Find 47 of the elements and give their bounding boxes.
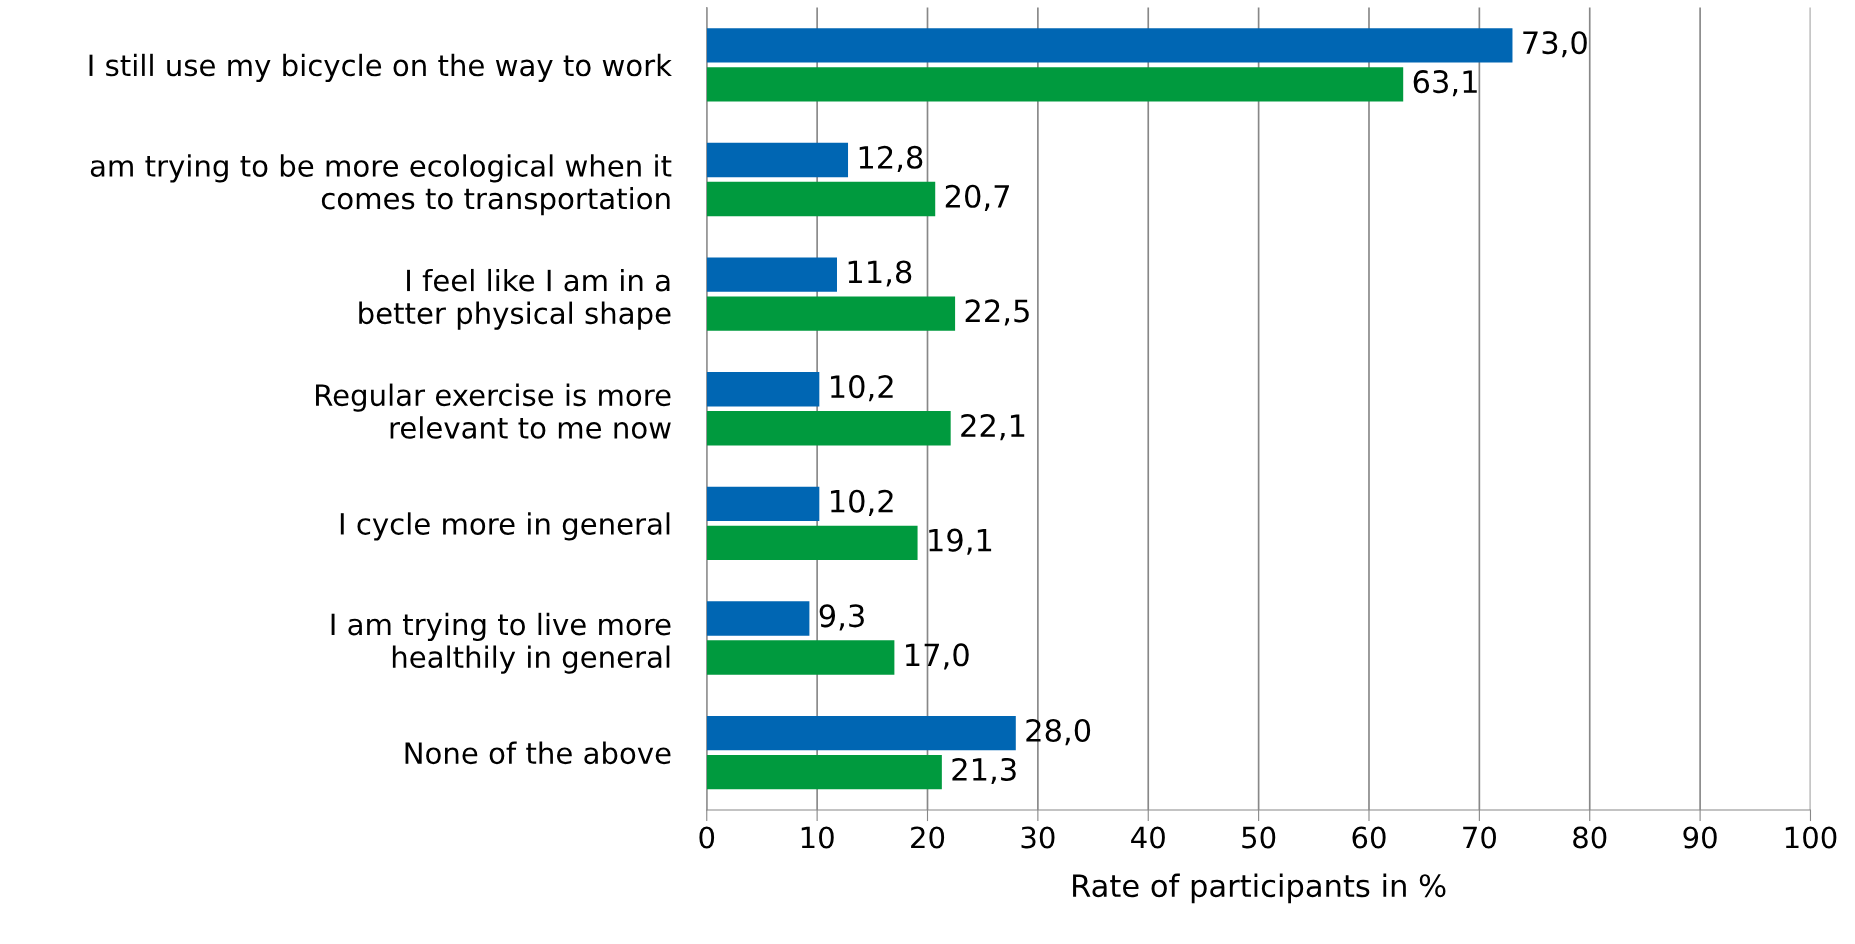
bar <box>706 601 810 636</box>
y-tick-label: I am trying to live more healthily in general <box>331 612 671 674</box>
bar <box>706 640 895 675</box>
bar <box>706 257 837 292</box>
data-label: 21,3 <box>952 757 1016 785</box>
bar <box>706 296 956 331</box>
data-label: 17,0 <box>906 643 969 670</box>
data-label: 73,0 <box>1523 31 1587 58</box>
data-label: 20,7 <box>945 184 1009 211</box>
x-tick-label: 30 <box>1021 826 1055 849</box>
bar <box>706 525 918 561</box>
x-axis-title: Rate of participants in % <box>1073 873 1446 904</box>
data-label: 10,2 <box>831 375 893 402</box>
x-tick-label: 40 <box>1131 826 1165 849</box>
x-tick-label: 90 <box>1683 826 1717 849</box>
x-tick-label: 100 <box>1785 826 1837 849</box>
bar <box>706 142 849 178</box>
data-label: 28,0 <box>1026 718 1091 746</box>
data-label: 22,5 <box>965 299 1029 326</box>
x-tick-label: 70 <box>1463 826 1496 849</box>
y-tick-label: None of the above <box>405 741 671 765</box>
bar <box>706 486 820 522</box>
data-label: 19,1 <box>929 528 992 555</box>
x-tick-label: 80 <box>1573 826 1607 849</box>
bar <box>706 372 820 407</box>
bar <box>706 716 1016 751</box>
data-label: 22,1 <box>961 413 1025 441</box>
data-label: 63,1 <box>1413 70 1477 97</box>
x-tick-label: 20 <box>911 826 945 849</box>
bar <box>706 28 1513 63</box>
bar <box>706 67 1404 102</box>
y-tick-label: am trying to be more ecological when it comes to transportation <box>90 154 672 216</box>
bar <box>706 411 951 446</box>
bar <box>706 181 936 217</box>
bar <box>706 754 942 790</box>
data-label: 9,3 <box>819 604 864 631</box>
x-tick-label: 50 <box>1242 826 1276 849</box>
data-label: 12,8 <box>859 145 923 172</box>
x-tick-label: 10 <box>801 826 834 849</box>
data-label: 10,2 <box>831 489 893 516</box>
y-tick-label: I feel like I am in a better physical shape <box>359 268 671 330</box>
y-tick-label: I cycle more in general <box>340 512 670 541</box>
x-tick-label: 60 <box>1352 826 1386 849</box>
x-tick-label: 0 <box>699 826 715 849</box>
y-tick-label: I still use my bicycle on the way to work <box>89 53 672 83</box>
data-label: 11,8 <box>848 260 912 287</box>
y-tick-label: Regular exercise is more relevant to me now <box>316 383 671 439</box>
